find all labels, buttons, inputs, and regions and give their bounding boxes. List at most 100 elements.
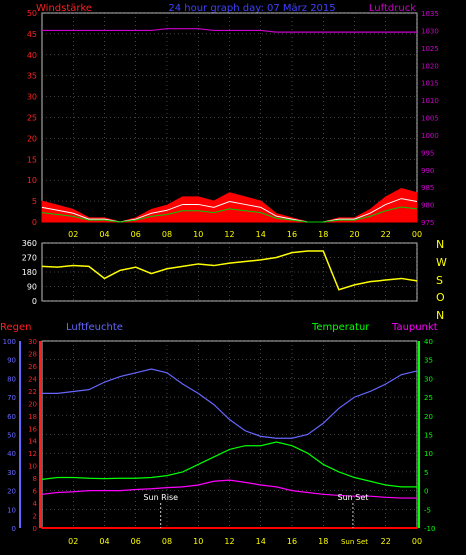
wind-x-tick-label: 00 [412,230,422,239]
humidity-tick-label: 100 [3,338,16,346]
rain-tick-label: 18 [28,413,37,421]
rain-tick-label: 10 [28,463,37,471]
wind-tick-label: 50 [27,9,37,18]
temperature-tick-label: 40 [424,338,433,346]
pressure-tick-label: 1020 [421,62,439,70]
wind-x-tick-label: 08 [162,230,172,239]
temperature-tick-label: 25 [424,394,433,402]
rain-tick-label: 2 [33,513,37,521]
temperature-tick-label: 35 [424,357,433,365]
wind-gust-line [41,198,418,223]
humidity-tick-label: 30 [7,469,16,477]
wind-tick-label: 20 [27,134,37,143]
rain-tick-label: 24 [28,375,37,383]
direction-tick-label: 90 [27,283,37,292]
wind-x-tick-label: 02 [68,230,78,239]
wind-x-tick-label: 06 [131,230,141,239]
direction-tick-label: 0 [32,297,37,306]
pressure-tick-label: 1015 [421,80,439,88]
temperature-tick-label: 30 [424,375,433,383]
wind-speed-area [41,188,418,223]
compass-label: N [436,238,444,251]
humidity-tick-label: 60 [7,413,16,421]
dewpoint-axis-title: Taupunkt [391,322,438,333]
wind-tick-label: 35 [27,72,37,81]
wind-x-tick-label: 10 [193,230,203,239]
climate-x-tick-label: 04 [99,537,109,546]
rain-tick-label: 8 [33,475,37,483]
compass-label: W [436,256,447,269]
rain-tick-label: 4 [33,500,38,508]
wind-tick-label: 45 [27,30,37,39]
climate-x-tick-label: 00 [412,537,422,546]
direction-tick-label: 180 [22,268,37,277]
wind-tick-label: 5 [32,197,37,206]
climate-x-tick-label: 18 [318,537,328,546]
wind-tick-label: 15 [27,155,37,164]
wind-x-tick-label: 12 [224,230,234,239]
climate-x-tick-label: 06 [131,537,141,546]
pressure-tick-label: 985 [421,184,434,192]
climate-x-tick-label: Sun Set [341,538,368,546]
wind-tick-label: 25 [27,114,37,123]
direction-tick-label: 360 [22,239,37,248]
pressure-tick-label: 990 [421,167,434,175]
rain-tick-label: 6 [33,488,38,496]
pressure-tick-label: 1025 [421,45,439,53]
climate-x-tick-label: 22 [381,537,391,546]
temperature-tick-label: 0 [424,488,428,496]
temperature-tick-label: 20 [424,413,433,421]
wind-x-tick-label: 04 [99,230,109,239]
wind-axis-title: Windstärke [36,3,92,14]
climate-x-tick-label: 10 [193,537,203,546]
rain-tick-label: 26 [28,363,37,371]
rain-tick-label: 12 [28,450,37,458]
wind-tick-label: 40 [27,51,37,60]
wind-tick-label: 10 [27,176,37,185]
pressure-line [42,28,417,33]
sun-event-label: Sun Rise [143,493,178,502]
rain-tick-label: 0 [33,525,37,533]
humidity-tick-label: 20 [7,488,16,496]
chart-title: 24 hour graph day: 07 März 2015 [168,3,335,14]
wind-x-tick-label: 14 [256,230,266,239]
rain-tick-label: 16 [28,425,37,433]
temperature-axis-title: Temperatur [311,322,370,333]
wind-average-line [41,206,418,223]
climate-x-tick-label: 02 [68,537,78,546]
humidity-tick-label: 80 [7,375,16,383]
humidity-temperature-panel: -10-505101520253035400102030405060708090… [3,338,436,546]
sun-event-label: Sun Set [337,493,368,502]
wind-x-tick-label: 20 [349,230,359,239]
humidity-line [42,368,418,439]
temperature-tick-label: 15 [424,432,433,440]
temperature-tick-label: -10 [424,525,435,533]
pressure-tick-label: 995 [421,149,434,157]
compass-label: S [436,274,443,287]
humidity-tick-label: 10 [7,506,16,514]
humidity-tick-label: 0 [12,525,16,533]
climate-x-tick-label: 08 [162,537,172,546]
dewpoint-line [41,479,417,499]
humidity-tick-label: 70 [7,394,16,402]
pressure-tick-label: 1010 [421,97,439,105]
compass-label: N [436,309,444,322]
temperature-tick-label: -5 [424,506,431,514]
humidity-tick-label: 90 [7,357,16,365]
direction-tick-label: 270 [22,254,37,263]
wind-x-tick-label: 22 [381,230,391,239]
wind-x-tick-label: 16 [287,230,297,239]
climate-x-tick-label: 16 [287,537,297,546]
rain-axis-title: Regen [0,322,32,333]
pressure-tick-label: 1005 [421,115,439,123]
rain-tick-label: 28 [28,350,37,358]
wind-direction-line [41,250,418,291]
humidity-axis-title: Luftfeuchte [66,322,123,333]
temperature-line [41,441,417,488]
rain-tick-label: 30 [28,338,37,346]
wind-tick-label: 0 [32,218,37,227]
